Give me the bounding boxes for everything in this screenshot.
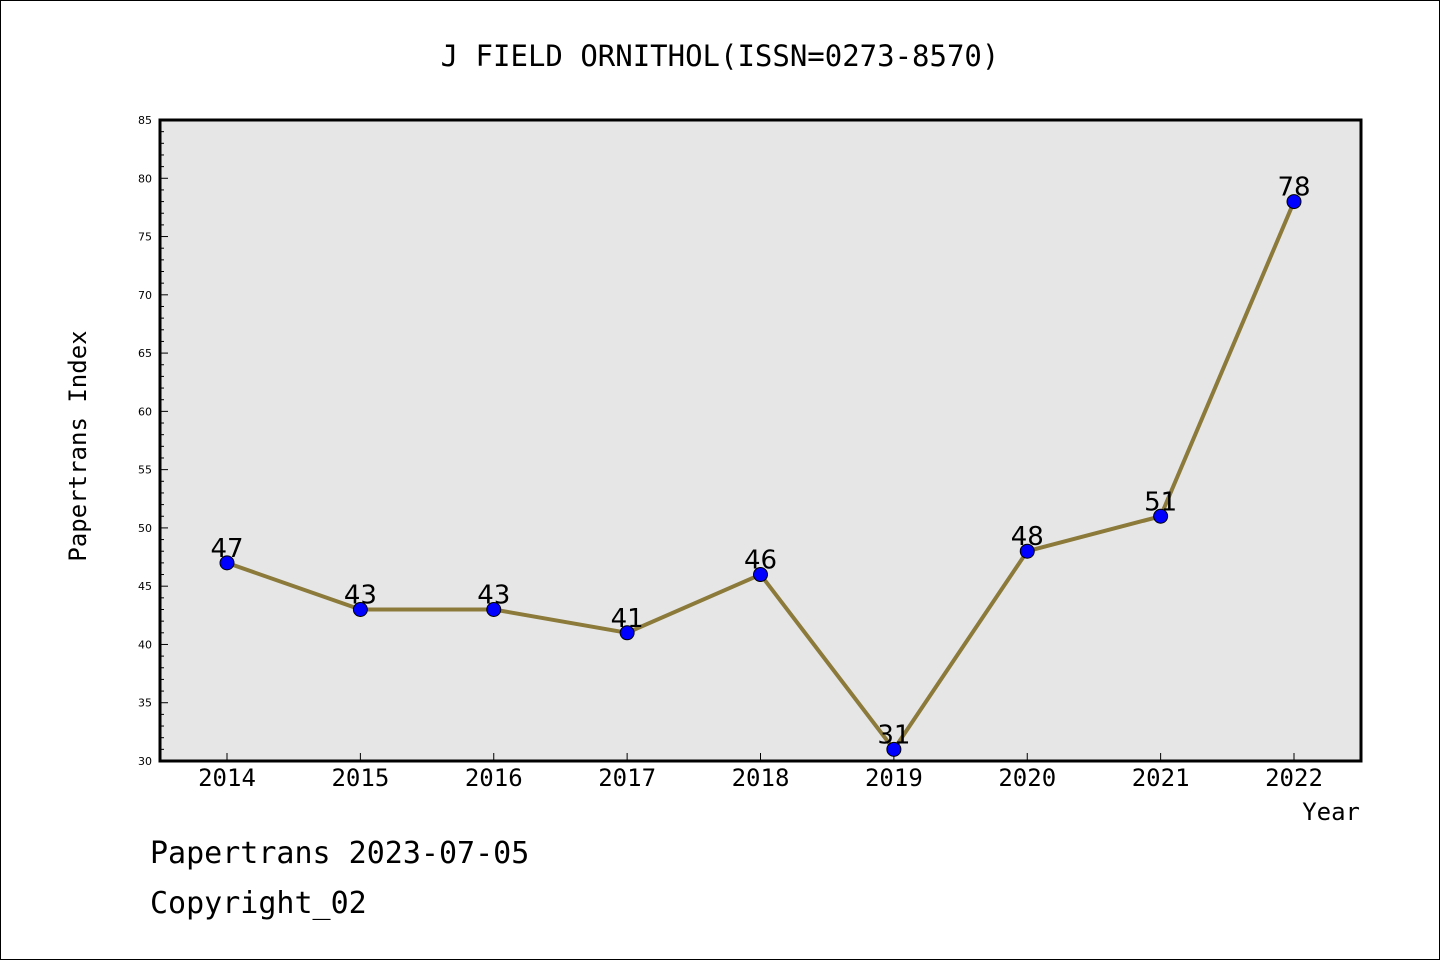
y-tick-label: 75 [138, 231, 152, 244]
data-point [753, 567, 768, 583]
plot-area [158, 118, 1363, 763]
data-label: 46 [744, 546, 777, 576]
data-point [486, 601, 502, 617]
x-axis: 2014 2015 2016 2017 2018 2019 2020 2021 2022 [198, 753, 1323, 792]
y-tick-label: 55 [138, 464, 152, 477]
data-label: 41 [611, 604, 644, 634]
data-point [219, 555, 235, 571]
data-point [619, 625, 635, 641]
y-tick-label: 70 [138, 289, 152, 302]
y-tick-label: 65 [138, 347, 152, 360]
data-label: 78 [1277, 173, 1310, 203]
y-tick-label: 35 [138, 697, 152, 710]
data-point [352, 601, 368, 617]
x-tick-label: 2015 [331, 764, 389, 792]
data-label: 48 [1011, 522, 1044, 552]
footer-date: Papertrans 2023-07-05 [150, 836, 530, 871]
data-point [886, 741, 902, 757]
footer-copyright: Copyright_02 [150, 886, 367, 921]
y-tick-label: 30 [138, 755, 152, 768]
y-tick-label: 40 [138, 638, 152, 651]
x-axis-label: Year [1302, 798, 1360, 826]
x-tick-label: 2019 [865, 764, 923, 792]
y-tick-label: 50 [138, 522, 152, 535]
data-point [1019, 543, 1035, 559]
x-tick-label: 2022 [1265, 764, 1323, 792]
x-tick-label: 2018 [732, 764, 790, 792]
x-tick-label: 2016 [465, 764, 523, 792]
x-tick-label: 2020 [998, 764, 1056, 792]
x-tick-label: 2017 [598, 764, 656, 792]
data-point [1153, 508, 1169, 524]
x-tick-label: 2021 [1132, 764, 1190, 792]
data-label: 47 [210, 534, 243, 564]
y-axis: 30 35 40 45 50 55 60 65 70 75 80 85 [138, 114, 168, 768]
x-tick-label: 2014 [198, 764, 256, 792]
y-tick-label: 80 [138, 172, 152, 185]
data-point [1286, 194, 1302, 210]
data-label: 43 [477, 580, 510, 610]
y-tick-label: 60 [138, 405, 152, 418]
y-tick-label: 85 [138, 114, 152, 127]
series-papertrans-index: 47 43 43 41 46 31 48 51 78 [210, 173, 1311, 757]
y-axis-label: Papertrans Index [64, 330, 92, 561]
data-label: 51 [1144, 487, 1177, 517]
y-tick-label: 45 [138, 580, 152, 593]
chart-title: J FIELD ORNITHOL(ISSN=0273-8570) [441, 39, 1000, 73]
data-label: 31 [877, 720, 910, 750]
data-label: 43 [344, 580, 377, 610]
